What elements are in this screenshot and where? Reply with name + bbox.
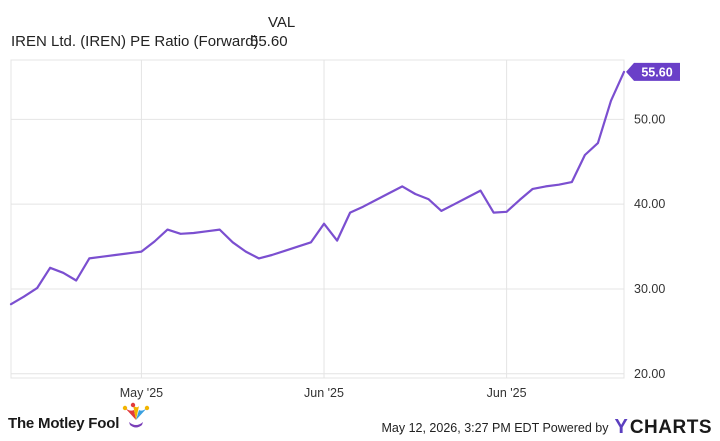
last-value-text: 55.60 <box>641 65 672 79</box>
data-point <box>375 199 378 201</box>
data-point <box>258 257 260 260</box>
x-tick-label: Jun '25 <box>487 386 527 400</box>
data-point <box>466 196 469 199</box>
data-point <box>192 232 195 234</box>
data-point <box>297 245 299 248</box>
data-point <box>153 240 156 243</box>
legend-column-header: VAL <box>268 14 296 31</box>
plot-frame <box>10 59 625 379</box>
data-point <box>23 295 25 298</box>
data-point <box>362 205 364 208</box>
data-point <box>610 99 612 102</box>
data-point <box>401 185 404 188</box>
data-point <box>544 185 547 188</box>
data-point <box>101 255 104 258</box>
last-value-badge <box>626 62 680 81</box>
data-point <box>558 183 560 186</box>
data-point <box>571 181 573 183</box>
data-point <box>62 272 64 274</box>
footer-attribution: May 12, 2026, 3:27 PM EDT Powered by Y C… <box>382 416 713 439</box>
data-point <box>518 199 521 201</box>
data-point <box>310 241 312 244</box>
data-point <box>349 211 351 214</box>
data-point <box>245 250 247 253</box>
chart-series <box>9 70 626 306</box>
footer-timestamp: May 12, 2026, 3:27 PM EDT Powered by <box>381 420 609 435</box>
data-point <box>284 250 286 252</box>
data-point <box>10 303 12 306</box>
series-line <box>9 70 626 306</box>
data-point <box>114 254 117 256</box>
data-point <box>427 198 430 200</box>
jester-hat-icon <box>122 402 150 428</box>
y-tick-label: 40.00 <box>634 197 665 211</box>
data-point <box>453 203 456 205</box>
data-point <box>336 239 338 242</box>
data-point <box>231 241 234 244</box>
data-point <box>414 193 417 195</box>
motley-fool-wordmark: The Motley Fool <box>8 414 120 432</box>
chart-last-value: 55.60 <box>626 62 680 81</box>
x-tick-label: May '25 <box>120 386 163 400</box>
data-point <box>584 154 586 156</box>
data-point <box>205 230 208 233</box>
data-point <box>505 211 508 213</box>
data-point <box>440 210 443 212</box>
data-point <box>323 222 325 225</box>
data-point <box>531 188 534 190</box>
data-point <box>597 142 599 144</box>
legend-series-value: 55.60 <box>250 33 288 50</box>
y-tick-label: 50.00 <box>634 112 665 126</box>
data-point <box>166 228 169 231</box>
chart-grid <box>10 59 625 379</box>
ycharts-logo-mark[interactable]: Y <box>614 416 628 438</box>
x-tick-label: Jun '25 <box>304 386 344 400</box>
data-point <box>492 211 495 214</box>
y-tick-label: 20.00 <box>634 367 665 381</box>
data-point <box>271 254 273 256</box>
legend-series-name: IREN Ltd. (IREN) PE Ratio (Forward) <box>11 33 259 50</box>
data-point <box>75 279 77 282</box>
data-point <box>88 257 91 260</box>
data-point <box>49 267 51 269</box>
data-point <box>36 287 38 289</box>
data-point <box>388 192 391 194</box>
data-point <box>179 233 182 235</box>
y-tick-label: 30.00 <box>634 282 665 296</box>
data-point <box>140 250 143 253</box>
ycharts-logo-text[interactable]: CHARTS <box>629 416 712 438</box>
motley-fool-logo[interactable]: The Motley Fool <box>8 402 151 432</box>
data-point <box>623 71 625 73</box>
data-point <box>479 189 482 192</box>
data-point <box>127 252 130 255</box>
data-point <box>218 228 221 231</box>
chart-ticks: 20.00 30.00 40.00 50.00 May '25 Jun '25 Jun '2… <box>120 112 666 400</box>
